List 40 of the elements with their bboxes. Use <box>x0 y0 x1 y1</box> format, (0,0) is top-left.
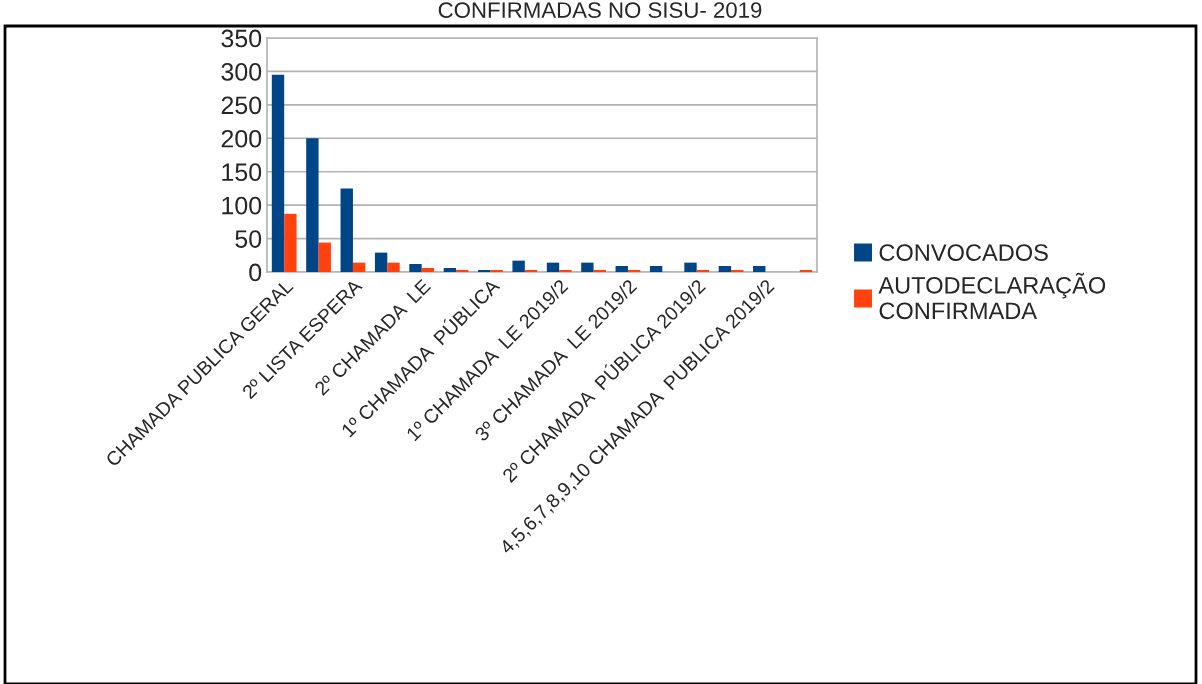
legend-label: AUTODECLARAÇÃO CONFIRMADA <box>878 272 1106 320</box>
bar <box>649 265 663 272</box>
y-tick-label: 300 <box>221 63 262 81</box>
bar <box>478 269 491 272</box>
bar <box>684 262 697 272</box>
bar <box>443 267 457 272</box>
bar <box>374 252 388 272</box>
bar <box>340 188 353 272</box>
bar <box>271 74 285 272</box>
bar <box>524 269 538 272</box>
bar <box>593 269 606 272</box>
bar <box>546 262 560 272</box>
bar <box>409 263 422 272</box>
bar <box>799 269 813 272</box>
bar <box>581 262 594 272</box>
legend-label: CONVOCADOS <box>879 244 1048 261</box>
bar <box>421 267 435 272</box>
y-tick-label: 250 <box>221 96 262 115</box>
bar <box>696 269 710 272</box>
y-tick-label: 350 <box>221 29 262 48</box>
bar <box>559 269 572 272</box>
bar <box>352 262 366 272</box>
bar <box>490 269 503 272</box>
y-tick-label: 0 <box>249 263 262 282</box>
bar <box>284 213 297 272</box>
bar <box>306 138 319 272</box>
chart-title: CONFIRMADAS NO SISU- 2019 <box>438 2 762 18</box>
bar <box>318 242 331 272</box>
bar <box>718 265 732 272</box>
y-tick-label: 50 <box>235 230 262 248</box>
bar <box>731 269 744 272</box>
bar <box>456 269 469 272</box>
bar <box>627 269 641 272</box>
y-tick-label: 200 <box>221 129 262 148</box>
bar <box>753 265 766 272</box>
bar <box>615 265 628 272</box>
bar <box>387 262 400 272</box>
y-tick-label: 150 <box>222 163 262 182</box>
bar <box>512 260 525 272</box>
y-tick-label: 100 <box>222 196 262 215</box>
